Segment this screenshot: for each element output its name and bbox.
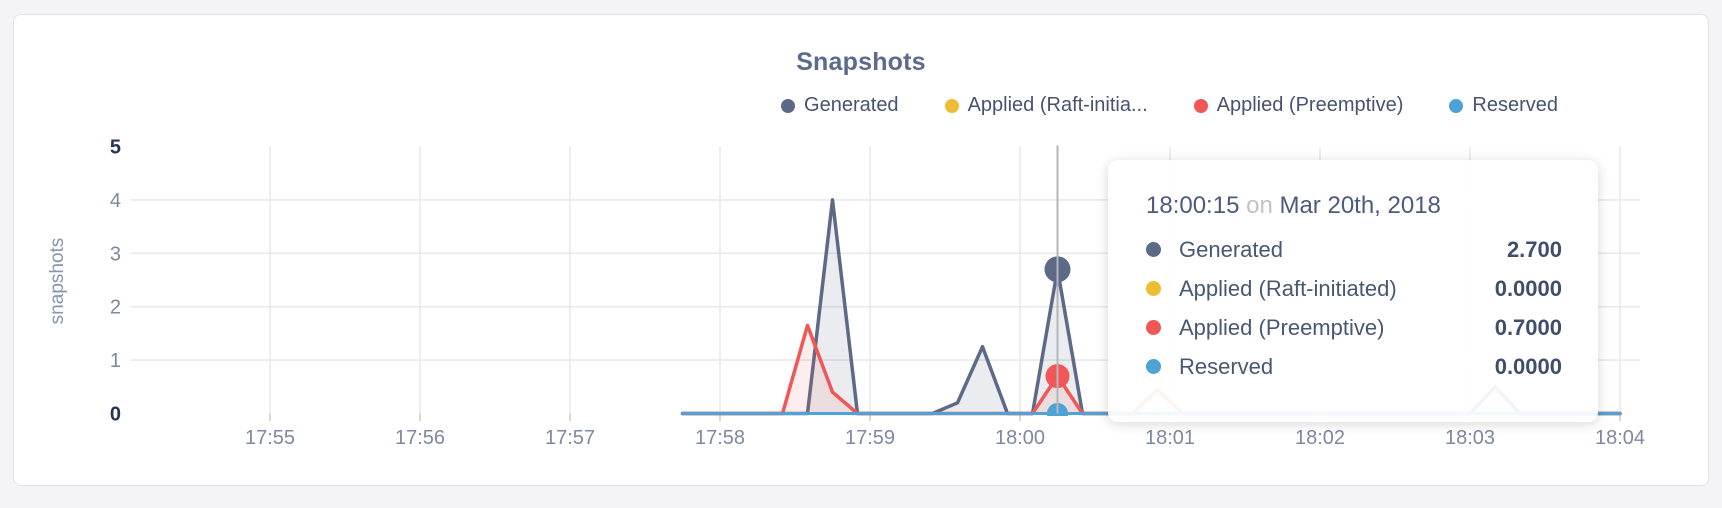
- tooltip-series-dot-raft-initiated-icon: [1146, 281, 1161, 296]
- x-tick-label: 17:56: [395, 427, 445, 449]
- tooltip-series-value: 2.700: [1506, 236, 1562, 262]
- x-tick-label: 18:02: [1295, 427, 1345, 449]
- tooltip-time: 18:00:15: [1146, 192, 1240, 219]
- tooltip-series-value: 0.0000: [1494, 275, 1562, 301]
- legend-label: Reserved: [1472, 94, 1558, 116]
- tooltip-connector: on: [1246, 192, 1273, 219]
- tooltip-series-dot-reserved-icon: [1146, 359, 1161, 374]
- y-tick-label: 5: [110, 137, 121, 159]
- legend-item-applied-preemptive[interactable]: Applied (Preemptive): [1193, 94, 1404, 117]
- chart-title: Snapshots: [796, 48, 926, 76]
- legend-swatch-raft-initiated-icon: [944, 98, 959, 113]
- legend-label: Applied (Preemptive): [1216, 94, 1404, 116]
- tooltip-series-label: Applied (Raft-initiated): [1179, 275, 1397, 301]
- legend-swatch-reserved-icon: [1449, 98, 1464, 113]
- tooltip-series-value: 0.0000: [1494, 353, 1562, 379]
- tooltip-date: Mar 20th, 2018: [1279, 192, 1441, 219]
- y-tick-label: 3: [110, 243, 121, 265]
- tooltip-header: 18:00:15 on Mar 20th, 2018: [1146, 192, 1562, 220]
- tooltip-series-label: Reserved: [1179, 353, 1274, 379]
- legend-label: Generated: [804, 94, 899, 116]
- y-tick-label: 0: [110, 404, 121, 426]
- y-tick-label: 1: [110, 350, 121, 372]
- x-tick-label: 17:57: [545, 427, 595, 449]
- tooltip-row: Applied (Preemptive) 0.7000: [1146, 308, 1562, 347]
- tooltip-series-value: 0.7000: [1494, 314, 1562, 340]
- legend-item-generated[interactable]: Generated: [781, 94, 899, 117]
- x-tick-label: 18:04: [1595, 427, 1645, 449]
- x-tick-label: 17:59: [845, 427, 895, 449]
- tooltip-series-dot-preemptive-icon: [1146, 320, 1161, 335]
- legend-swatch-generated-icon: [781, 98, 796, 113]
- legend-item-applied-raft-initiated[interactable]: Applied (Raft-initia...: [944, 94, 1148, 117]
- x-tick-label: 17:55: [245, 427, 295, 449]
- x-tick-label: 18:03: [1445, 427, 1495, 449]
- x-tick-label: 18:00: [995, 427, 1045, 449]
- y-tick-label: 4: [110, 190, 121, 212]
- tooltip-series-dot-generated-icon: [1146, 242, 1161, 257]
- x-tick-label: 17:58: [695, 427, 745, 449]
- legend-item-reserved[interactable]: Reserved: [1449, 94, 1558, 117]
- legend-swatch-preemptive-icon: [1193, 98, 1208, 113]
- tooltip-row: Generated 2.700: [1146, 230, 1562, 269]
- tooltip-row: Applied (Raft-initiated) 0.0000: [1146, 269, 1562, 308]
- tooltip-series-label: Applied (Preemptive): [1179, 314, 1385, 340]
- x-tick-label: 18:01: [1145, 427, 1195, 449]
- y-tick-label: 2: [110, 297, 121, 319]
- legend-label: Applied (Raft-initia...: [967, 94, 1148, 116]
- chart-tooltip: 18:00:15 on Mar 20th, 2018 Generated 2.7…: [1108, 160, 1598, 422]
- tooltip-row: Reserved 0.0000: [1146, 347, 1562, 386]
- chart-legend: Generated Applied (Raft-initia... Applie…: [781, 94, 1558, 117]
- tooltip-series-label: Generated: [1179, 236, 1283, 262]
